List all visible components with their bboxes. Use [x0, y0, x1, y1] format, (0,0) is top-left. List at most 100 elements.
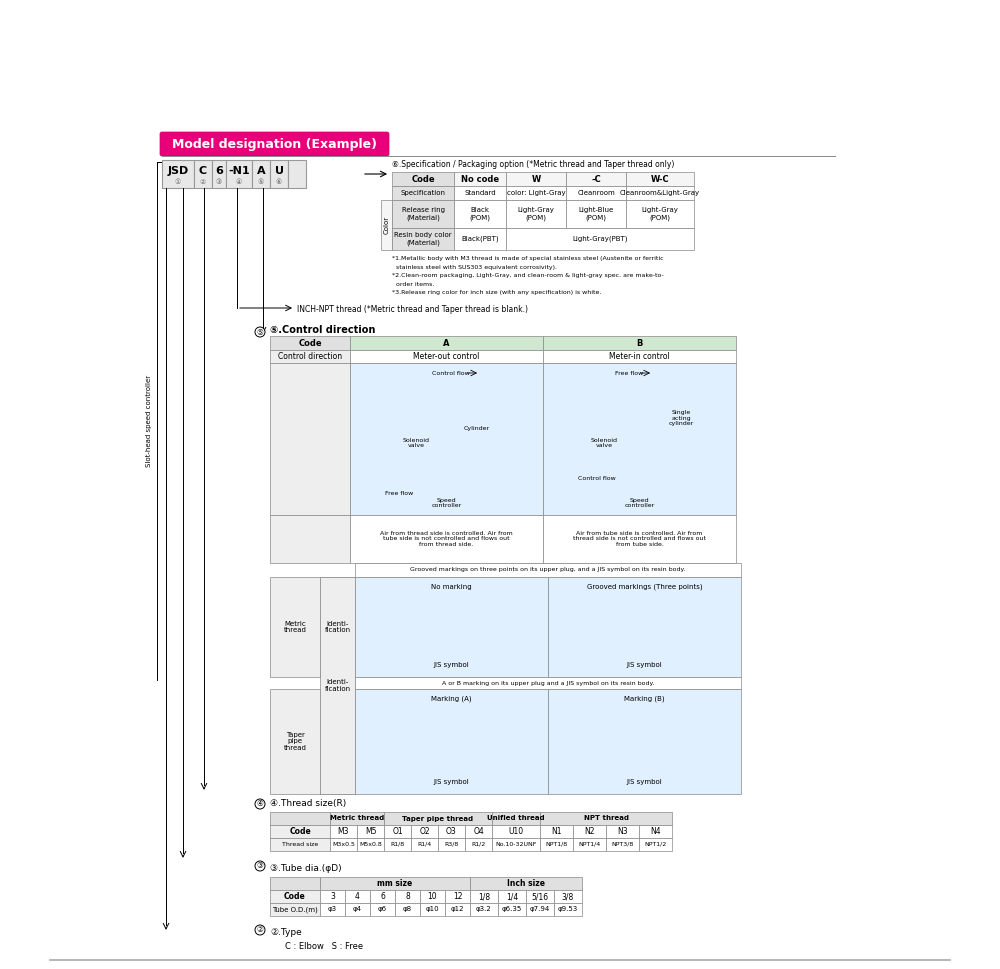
Text: Unified thread: Unified thread	[487, 816, 545, 822]
Text: *1.Metallic body with M3 thread is made of special stainless steel (Austenite or: *1.Metallic body with M3 thread is made …	[392, 256, 664, 261]
Bar	[526, 903, 554, 916]
Text: Code: Code	[289, 827, 311, 836]
Text: φ4: φ4	[353, 907, 362, 913]
Text: *2.Clean-room packaging, Light-Gray, and clean-room & light-gray spec. are make-: *2.Clean-room packaging, Light-Gray, and…	[392, 273, 664, 278]
Circle shape	[255, 327, 265, 337]
Bar	[370, 890, 395, 903]
Bar	[345, 903, 370, 916]
Bar	[270, 350, 350, 363]
FancyBboxPatch shape	[160, 132, 389, 156]
Bar	[384, 825, 411, 838]
Bar	[270, 877, 320, 890]
Bar	[355, 563, 741, 577]
Text: No.10-32UNF: No.10-32UNF	[495, 842, 537, 847]
Bar	[320, 577, 355, 794]
Text: N1: N1	[551, 827, 562, 836]
Text: 5/16: 5/16	[531, 892, 549, 901]
Text: Tube O.D.(m): Tube O.D.(m)	[272, 906, 318, 913]
Text: Light-Gray
(POM): Light-Gray (POM)	[518, 207, 554, 221]
Text: Control direction: Control direction	[278, 352, 342, 361]
Bar	[573, 825, 606, 838]
Text: O4: O4	[473, 827, 484, 836]
Text: O1: O1	[392, 827, 403, 836]
Text: Free flow: Free flow	[615, 370, 643, 376]
Bar	[370, 903, 395, 916]
Bar	[554, 890, 582, 903]
Bar	[252, 160, 270, 188]
Bar	[330, 812, 384, 825]
Text: Identi-
fication: Identi- fication	[324, 679, 351, 692]
Bar	[492, 838, 540, 851]
Text: Light-Gray
(POM): Light-Gray (POM)	[642, 207, 678, 221]
Text: ③: ③	[216, 179, 222, 185]
Text: No code: No code	[461, 174, 499, 183]
Bar	[320, 577, 355, 677]
Bar	[355, 677, 741, 689]
Bar	[270, 363, 350, 515]
Text: M3: M3	[338, 827, 349, 836]
Bar	[543, 363, 736, 515]
Bar	[320, 890, 345, 903]
Bar	[392, 228, 454, 250]
Bar	[355, 689, 548, 794]
Text: φ8: φ8	[403, 907, 412, 913]
Bar	[548, 689, 741, 794]
Text: 1/4: 1/4	[506, 892, 518, 901]
Bar	[288, 160, 306, 188]
Bar	[454, 172, 506, 186]
Bar	[639, 825, 672, 838]
Text: 6: 6	[215, 166, 223, 176]
Text: C: C	[199, 166, 207, 176]
Text: R1/2: R1/2	[471, 842, 486, 847]
Bar	[492, 812, 540, 825]
Text: Identi-
fication: Identi- fication	[324, 620, 351, 634]
Text: Marking (B): Marking (B)	[624, 696, 665, 703]
Text: NPT1/8: NPT1/8	[545, 842, 568, 847]
Text: Metric
thread: Metric thread	[284, 620, 306, 634]
Bar	[381, 200, 392, 250]
Text: NPT1/2: NPT1/2	[644, 842, 667, 847]
Bar	[498, 903, 526, 916]
Text: ⑥: ⑥	[276, 179, 282, 185]
Bar	[566, 186, 626, 200]
Text: N2: N2	[584, 827, 595, 836]
Bar	[420, 903, 445, 916]
Text: ②: ②	[257, 925, 263, 934]
Text: Light-Gray(PBT): Light-Gray(PBT)	[572, 235, 628, 242]
Bar	[445, 903, 470, 916]
Text: 3/8: 3/8	[562, 892, 574, 901]
Bar	[384, 812, 492, 825]
Text: Code: Code	[411, 174, 435, 183]
Bar	[270, 890, 320, 903]
Bar	[350, 515, 543, 563]
Bar	[543, 336, 736, 350]
Text: Code: Code	[284, 892, 306, 901]
Text: ⑤.Control direction: ⑤.Control direction	[270, 325, 375, 335]
Text: φ3.2: φ3.2	[476, 907, 492, 913]
Text: 12: 12	[453, 892, 462, 901]
Bar	[411, 825, 438, 838]
Bar	[548, 577, 741, 677]
Text: O3: O3	[446, 827, 457, 836]
Text: JIS symbol: JIS symbol	[627, 662, 662, 668]
Bar	[357, 825, 384, 838]
Text: Cylinder: Cylinder	[463, 425, 490, 430]
Text: *3.Release ring color for inch size (with any specification) is white.: *3.Release ring color for inch size (wit…	[392, 290, 601, 295]
Text: Air from thread side is controlled. Air from
tube side is not controlled and flo: Air from thread side is controlled. Air …	[380, 531, 513, 547]
Bar	[270, 812, 330, 825]
Text: φ6: φ6	[378, 907, 387, 913]
Circle shape	[255, 925, 265, 935]
Text: B: B	[636, 338, 643, 348]
Text: U: U	[274, 166, 284, 176]
Text: JIS symbol: JIS symbol	[434, 779, 469, 785]
Bar	[212, 160, 226, 188]
Text: Metric thread: Metric thread	[330, 816, 384, 822]
Bar	[330, 838, 357, 851]
Text: 6: 6	[380, 892, 385, 901]
Text: R1/8: R1/8	[390, 842, 405, 847]
Text: Specification: Specification	[400, 190, 446, 196]
Text: φ6.35: φ6.35	[502, 907, 522, 913]
Bar	[395, 890, 420, 903]
Text: ⑥.Specification / Packaging option (*Metric thread and Taper thread only): ⑥.Specification / Packaging option (*Met…	[392, 160, 674, 169]
Bar	[540, 825, 573, 838]
